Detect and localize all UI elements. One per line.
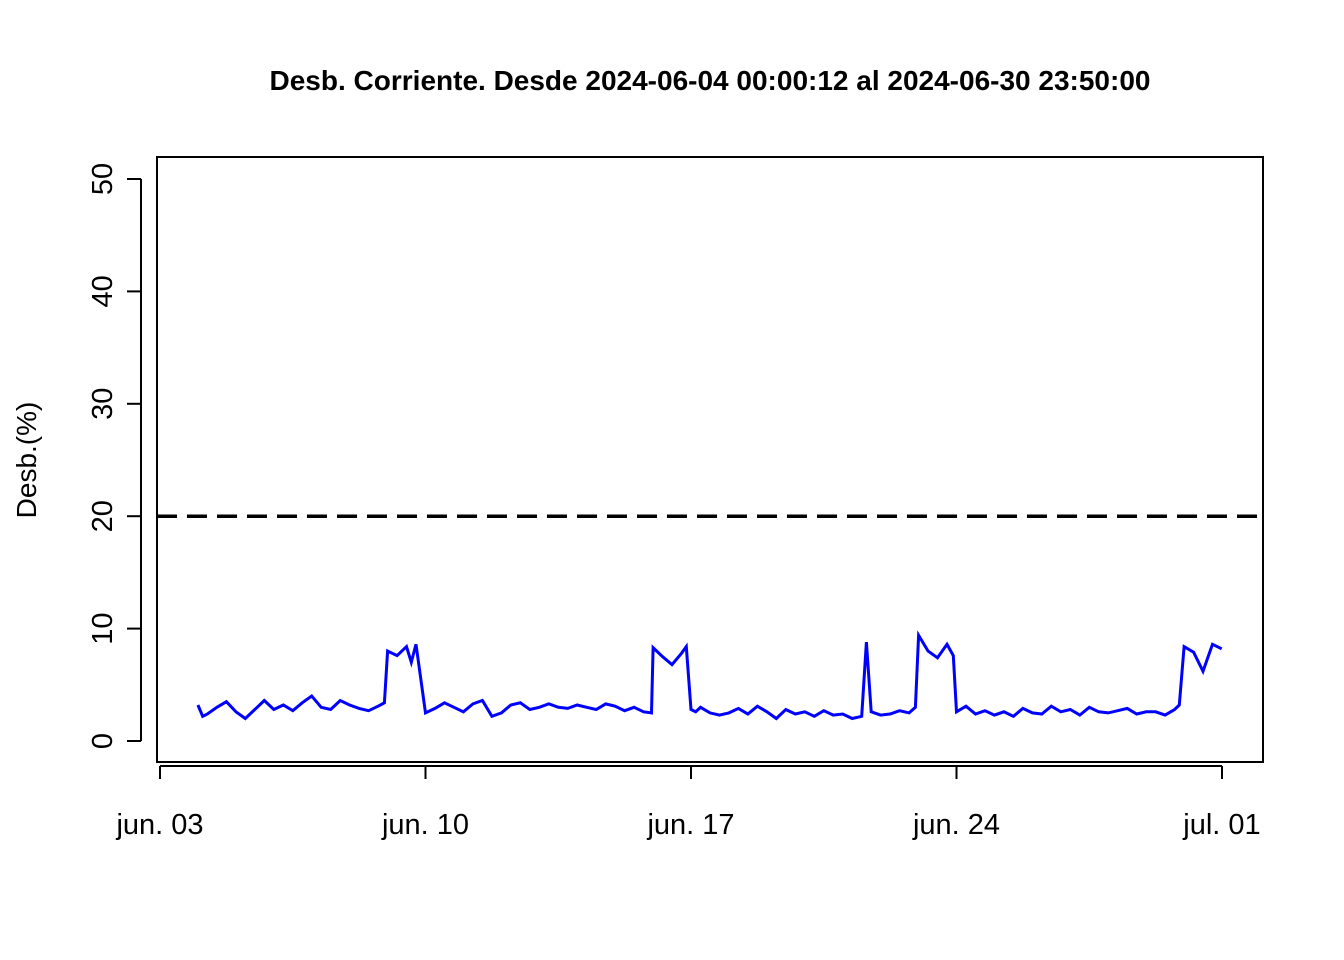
x-tick-label: jun. 24 (912, 809, 1000, 841)
y-axis-title: Desb.(%) (11, 402, 42, 519)
y-tick-label: 10 (87, 612, 119, 644)
plot-frame (156, 156, 1264, 763)
x-tick-label: jun. 17 (646, 809, 734, 841)
y-tick-label: 40 (87, 275, 119, 307)
x-tick-label: jun. 03 (115, 809, 203, 841)
y-tick-label: 0 (87, 733, 119, 749)
y-tick-label: 50 (87, 163, 119, 195)
series-line-0 (196, 630, 1223, 721)
x-axis: jun. 03 jun. 10 jun. 17 jun. 24 jul. 01 (115, 765, 1261, 841)
y-tick-label: 20 (87, 500, 119, 532)
y-axis: 0 10 20 30 40 50 (87, 163, 142, 749)
x-tick-label: jun. 10 (381, 809, 469, 841)
x-tick-label: jul. 01 (1182, 809, 1260, 841)
y-tick-label: 30 (87, 388, 119, 420)
series-layer (196, 630, 1223, 721)
chart-title: Desb. Corriente. Desde 2024-06-04 00:00:… (270, 65, 1151, 96)
